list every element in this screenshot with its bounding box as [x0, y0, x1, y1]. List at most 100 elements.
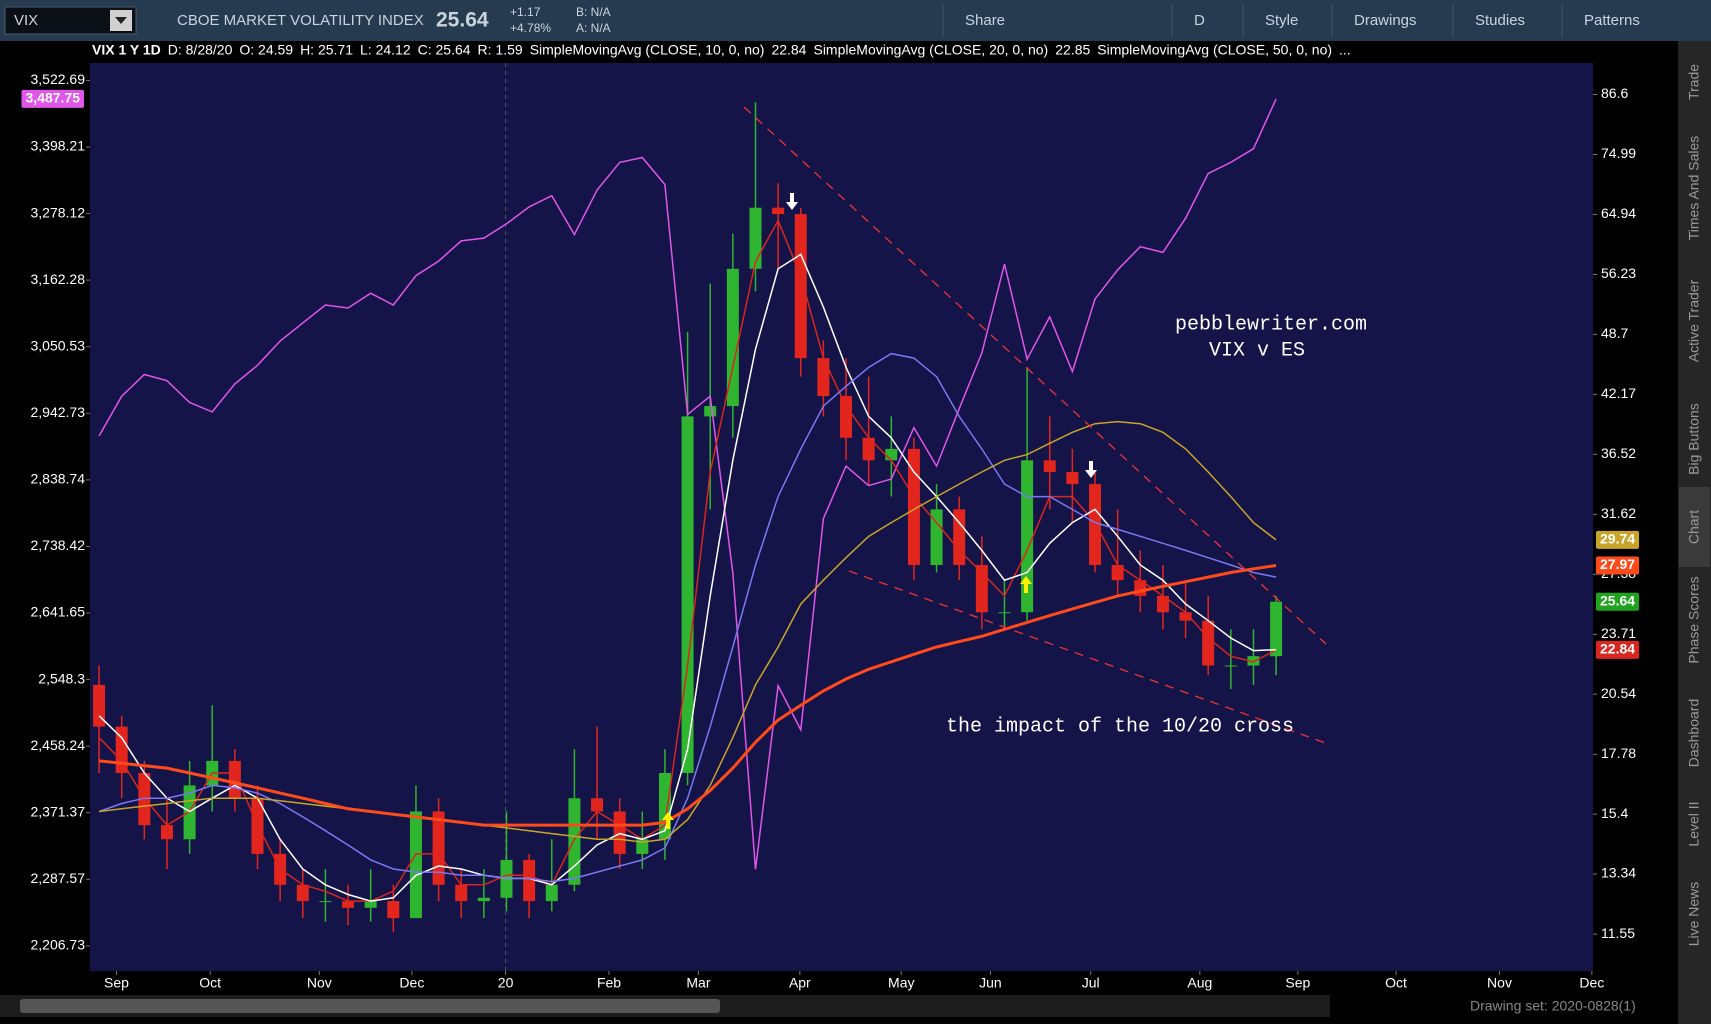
y2-tick-label: 3,050.53 [31, 337, 86, 353]
line-series [98, 352, 1277, 883]
header-item: C: 25.64 [418, 42, 471, 58]
x-tick-label: Feb [597, 975, 621, 991]
y-tick-label: 42.17 [1601, 385, 1636, 401]
scroll-thumb[interactable] [20, 999, 720, 1013]
line-series [98, 98, 1277, 870]
sidebar-tab[interactable]: Trade [1686, 64, 1702, 100]
description: CBOE MARKET VOLATILITY INDEX [177, 12, 424, 29]
candle-body [636, 839, 649, 854]
price-badge-text: 29.74 [1600, 531, 1635, 547]
sidebar-tab[interactable]: Dashboard [1686, 699, 1702, 768]
candle-body [794, 214, 807, 359]
annotation: the impact of the 10/20 cross [946, 715, 1294, 738]
x-tick-label: Apr [789, 975, 811, 991]
price-badge [1596, 592, 1640, 611]
candle-body [885, 448, 898, 461]
y2-tick-label: 2,458.24 [31, 737, 86, 753]
header-item: ... [1339, 42, 1351, 58]
x-tick-label: Oct [1385, 975, 1407, 991]
y-tick-label: 13.34 [1601, 865, 1636, 881]
y2-tick-label: 2,838.74 [31, 471, 86, 487]
candle-body [319, 901, 332, 903]
candle-body [1179, 612, 1192, 621]
price-badge [1596, 530, 1640, 549]
y-tick-label: 20.54 [1601, 685, 1636, 701]
header-item: SimpleMovingAvg (CLOSE, 20, 0, no) [813, 42, 1048, 58]
toolbar-button[interactable]: D [1194, 12, 1205, 29]
x-tick-label: Sep [104, 975, 129, 991]
price-badge-text: 3,487.75 [26, 90, 81, 106]
candle-body [1247, 656, 1260, 666]
sidebar-tab[interactable]: Times And Sales [1686, 136, 1702, 241]
y-tick-label: 23.71 [1601, 625, 1636, 641]
candle-body [1066, 472, 1079, 485]
x-tick-label: Aug [1187, 975, 1212, 991]
candle-body [296, 884, 309, 902]
bid: B: N/A [576, 5, 611, 19]
candle-body [342, 901, 355, 908]
y2-tick-label: 2,738.42 [31, 537, 86, 553]
arrow [1085, 461, 1097, 478]
y-tick-label: 56.23 [1601, 265, 1636, 281]
toolbar-button[interactable]: Patterns [1584, 12, 1640, 29]
plot-area [90, 63, 1593, 971]
arrow [662, 812, 674, 829]
toolbar-button[interactable]: Drawings [1354, 12, 1417, 29]
candle-body [387, 901, 400, 919]
y2-tick-label: 2,641.65 [31, 604, 86, 620]
annotation: pebblewriter.com [1175, 313, 1367, 336]
header-item: R: 1.59 [478, 42, 523, 58]
candle-body [998, 612, 1011, 614]
price-badge [1596, 556, 1640, 575]
y-tick-label: 36.52 [1601, 445, 1636, 461]
annotation: VIX v ES [1209, 339, 1305, 362]
y2-tick-label: 2,206.73 [31, 937, 86, 953]
toolbar-button[interactable]: Studies [1475, 12, 1525, 29]
drawing-set: Drawing set: 2020-0828(1) [1470, 998, 1636, 1014]
sidebar-tab[interactable]: Phase Scores [1686, 576, 1702, 663]
candle-body [160, 825, 173, 840]
candle-body [409, 811, 422, 919]
line-series [99, 420, 1277, 843]
candle-body [772, 207, 785, 215]
candle-body [228, 760, 241, 799]
x-tick-label: May [888, 975, 914, 991]
header-item: SimpleMovingAvg (CLOSE, 10, 0, no) [530, 42, 765, 58]
candle-body [1156, 595, 1169, 613]
candle-body [1224, 665, 1237, 667]
candle-body [455, 884, 468, 902]
candle-body [523, 859, 536, 902]
y2-tick-label: 2,548.3 [38, 670, 85, 686]
sidebar-tab[interactable]: Big Buttons [1686, 403, 1702, 475]
x-tick-label: Jun [979, 975, 1002, 991]
candle-body [364, 901, 377, 908]
sidebar-tab[interactable]: Live News [1686, 882, 1702, 947]
sidebar-tab[interactable]: Level II [1686, 801, 1702, 846]
candle-body [930, 509, 943, 566]
candle-body [545, 884, 558, 902]
candle-body [862, 437, 875, 461]
toolbar-button[interactable]: Share [965, 12, 1005, 29]
sidebar-tab[interactable]: Active Trader [1686, 279, 1702, 362]
toolbar [0, 0, 1711, 41]
x-tick-label: 20 [498, 975, 514, 991]
header-item: D: 8/28/20 [168, 42, 233, 58]
toolbar-button[interactable]: Style [1265, 12, 1298, 29]
price-badge-text: 25.64 [1600, 592, 1635, 608]
y2-tick-label: 2,287.57 [31, 870, 86, 886]
candle-body [477, 897, 490, 902]
y-tick-label: 48.7 [1601, 325, 1628, 341]
y2-tick-label: 3,522.69 [31, 71, 86, 87]
candle-body [907, 448, 920, 566]
line-series [98, 253, 1277, 902]
symbol[interactable]: VIX [14, 12, 38, 29]
trend-line [848, 570, 1332, 746]
candle-body [1202, 620, 1215, 666]
sidebar-tab[interactable]: Chart [1686, 510, 1702, 544]
header-item: 22.84 [771, 42, 806, 58]
sidebar-tab-active [1679, 487, 1710, 567]
candle-body [840, 396, 853, 438]
y2-tick-label: 2,371.37 [31, 803, 86, 819]
